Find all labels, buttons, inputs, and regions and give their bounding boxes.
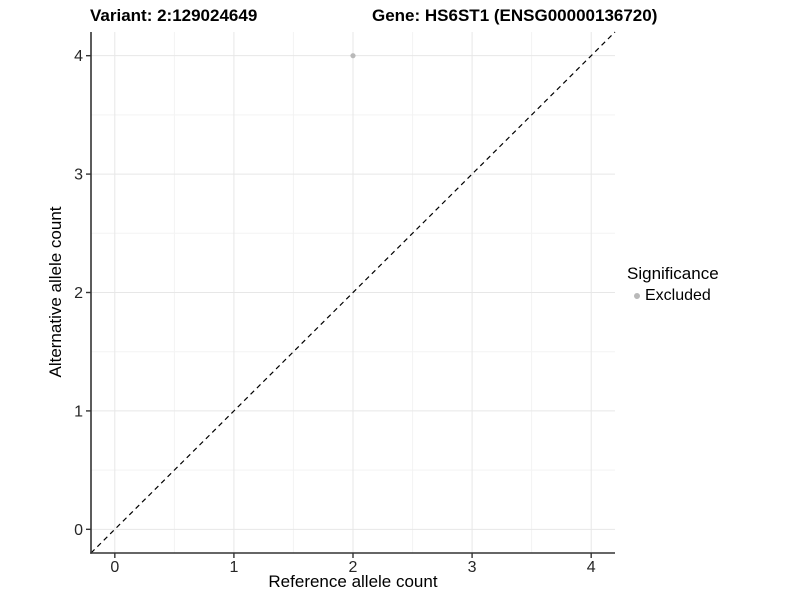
x-axis-title: Reference allele count (268, 572, 438, 591)
y-tick-label: 0 (74, 522, 83, 539)
legend-entry-label: Excluded (645, 287, 711, 304)
y-tick-label: 2 (74, 285, 83, 302)
data-point (350, 53, 356, 59)
x-tick-label: 3 (468, 559, 477, 576)
y-tick-label: 4 (74, 48, 83, 65)
y-axis-title: Alternative allele count (46, 206, 65, 378)
y-tick-label: 1 (74, 403, 83, 420)
legend-entry-excluded: Excluded (627, 286, 719, 306)
identity-reference-line (90, 31, 616, 554)
legend: Significance Excluded (627, 263, 719, 306)
x-tick-label: 1 (229, 559, 238, 576)
legend-title: Significance (627, 264, 719, 283)
excluded-marker-icon (634, 293, 640, 299)
y-tick-label: 3 (74, 167, 83, 184)
plot-title-gene: Gene: HS6ST1 (ENSG00000136720) (372, 6, 658, 25)
x-tick-label: 4 (587, 559, 596, 576)
x-tick-label: 2 (349, 559, 358, 576)
x-tick-label: 0 (110, 559, 119, 576)
plot-title-variant: Variant: 2:129024649 (90, 6, 258, 25)
